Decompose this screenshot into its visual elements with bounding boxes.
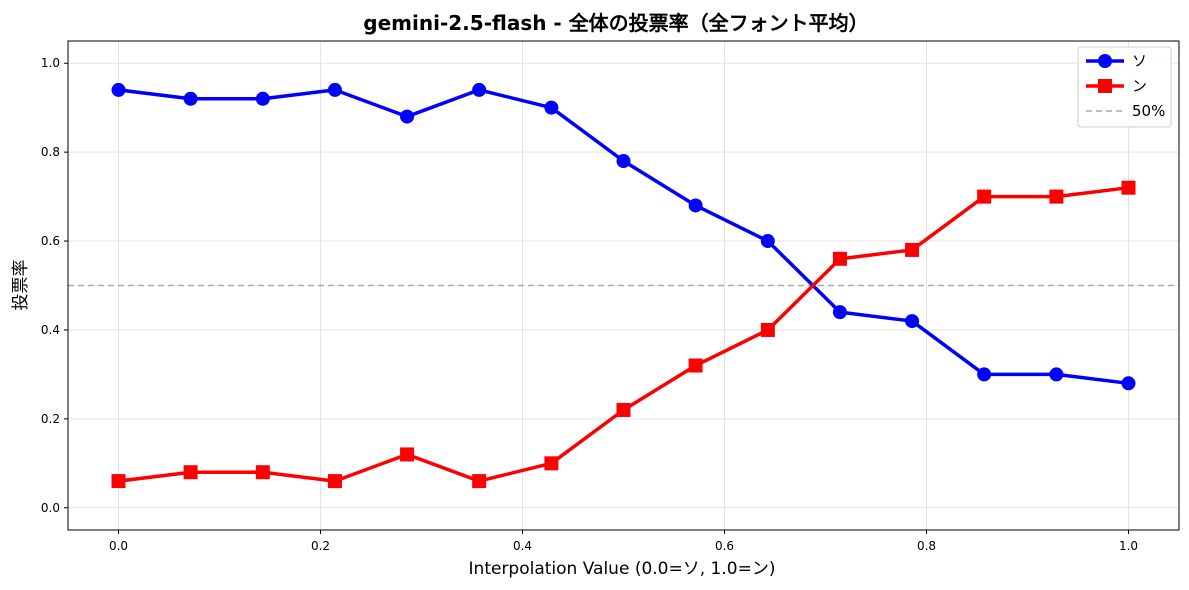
data-point <box>1121 376 1136 391</box>
data-point <box>760 322 775 337</box>
data-point <box>977 189 992 204</box>
data-point <box>255 465 270 480</box>
data-point <box>111 82 126 97</box>
legend-label: ソ <box>1132 52 1147 70</box>
y-ticks: 0.0 0.2 0.4 0.6 0.8 1.0 <box>41 56 68 515</box>
y-axis-label: 投票率 <box>11 260 31 311</box>
series-1 <box>111 82 1136 391</box>
x-tick-label: 0.6 <box>715 539 734 553</box>
data-point <box>400 447 415 462</box>
data-point <box>616 402 631 417</box>
data-point <box>183 465 198 480</box>
data-point <box>1049 367 1064 382</box>
data-point <box>400 109 415 124</box>
legend-label: ン <box>1132 77 1147 95</box>
data-point <box>472 82 487 97</box>
data-point <box>1121 180 1136 195</box>
data-point <box>255 91 270 106</box>
y-tick-label: 0.2 <box>41 412 60 426</box>
legend-marker <box>1098 54 1112 68</box>
data-point <box>327 474 342 489</box>
data-point <box>832 305 847 320</box>
x-axis-label: Interpolation Value (0.0=ソ, 1.0=ン) <box>469 559 776 579</box>
series-group <box>111 82 1136 489</box>
data-point <box>111 474 126 489</box>
x-tick-label: 0.2 <box>311 539 330 553</box>
legend-label: 50% <box>1132 102 1165 120</box>
y-tick-label: 0.4 <box>41 323 60 337</box>
x-tick-label: 1.0 <box>1119 539 1138 553</box>
x-tick-label: 0.8 <box>917 539 936 553</box>
data-point <box>327 82 342 97</box>
y-tick-label: 0.6 <box>41 234 60 248</box>
plot-frame <box>67 40 1180 531</box>
legend-box <box>1077 46 1172 128</box>
data-point <box>977 367 992 382</box>
series-line <box>118 88 1129 386</box>
series-2 <box>111 180 1136 489</box>
data-point <box>544 456 559 471</box>
axes <box>67 40 1180 531</box>
data-point <box>472 474 487 489</box>
data-point <box>544 100 559 115</box>
x-ticks: 0.0 0.2 0.4 0.6 0.8 1.0 <box>109 530 1138 553</box>
series-line <box>118 185 1129 483</box>
data-point <box>688 198 703 213</box>
data-point <box>1049 189 1064 204</box>
y-tick-label: 0.8 <box>41 145 60 159</box>
legend: ソン 50% <box>1077 46 1172 128</box>
data-point <box>688 358 703 373</box>
data-point <box>905 314 920 329</box>
data-point <box>183 91 198 106</box>
data-point <box>616 154 631 169</box>
x-tick-label: 0.4 <box>513 539 532 553</box>
y-tick-label: 0.0 <box>41 501 60 515</box>
chart-title: gemini-2.5-flash - 全体の投票率（全フォント平均） <box>363 11 868 35</box>
y-tick-label: 1.0 <box>41 56 60 70</box>
data-point <box>760 234 775 249</box>
data-point <box>905 242 920 257</box>
x-tick-label: 0.0 <box>109 539 128 553</box>
legend-marker <box>1098 79 1112 93</box>
data-point <box>832 251 847 266</box>
